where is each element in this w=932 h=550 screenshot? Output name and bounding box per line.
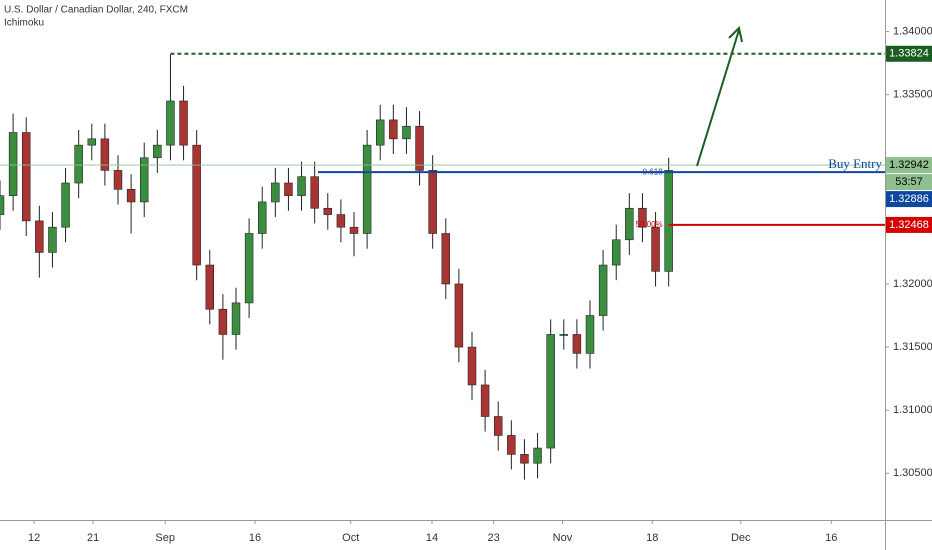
candle-body bbox=[271, 182, 280, 203]
candle-body bbox=[284, 182, 293, 196]
candle-body bbox=[74, 144, 83, 184]
candle-body bbox=[349, 226, 359, 234]
x-tick-label: 18 bbox=[646, 532, 658, 544]
candle-body bbox=[428, 170, 437, 234]
candle-body bbox=[415, 125, 424, 171]
current-price-label: 1.32942 bbox=[889, 159, 929, 171]
y-tick-label: 1.31500 bbox=[893, 341, 932, 353]
y-tick-label: 1.34000 bbox=[893, 25, 932, 37]
candle-body bbox=[323, 207, 333, 215]
current-price-box bbox=[886, 157, 932, 174]
level-label: 1.32468 bbox=[889, 219, 929, 231]
candle-body bbox=[192, 144, 201, 266]
candle-body bbox=[139, 157, 149, 203]
fib-label: 50.00% bbox=[636, 220, 663, 229]
candle-body bbox=[362, 144, 372, 234]
candle-body bbox=[310, 176, 319, 209]
candle-body bbox=[8, 132, 18, 196]
level-label: 1.32886 bbox=[889, 193, 929, 205]
candle-body bbox=[336, 214, 346, 228]
candle-body bbox=[35, 220, 44, 253]
candle-body bbox=[507, 435, 516, 455]
candle-body bbox=[389, 119, 398, 140]
x-tick-label: Nov bbox=[553, 532, 573, 544]
candle-body bbox=[48, 226, 57, 253]
candle-body bbox=[559, 334, 569, 336]
candle-body bbox=[572, 334, 582, 354]
countdown-box bbox=[886, 174, 932, 191]
candle-body bbox=[375, 119, 385, 146]
x-tick-label: 16 bbox=[825, 532, 837, 544]
candle-body bbox=[598, 264, 608, 316]
candle-body bbox=[257, 201, 267, 234]
y-tick-label: 1.32000 bbox=[893, 278, 932, 290]
arrow-head bbox=[728, 25, 743, 43]
candle-body bbox=[546, 334, 555, 449]
candle-body bbox=[0, 195, 5, 215]
candle-body bbox=[244, 233, 254, 304]
candle-body bbox=[205, 264, 215, 310]
candle-body bbox=[231, 302, 241, 335]
level-text: Buy Entry bbox=[828, 156, 882, 171]
level-box bbox=[886, 191, 932, 208]
candle-body bbox=[493, 416, 503, 436]
y-tick-label: 1.33500 bbox=[893, 89, 932, 101]
candle-body bbox=[113, 170, 123, 190]
candle-body bbox=[87, 138, 97, 146]
candle-body bbox=[611, 239, 621, 266]
candle-body bbox=[467, 346, 477, 386]
x-tick-label: 23 bbox=[488, 532, 500, 544]
candle-body bbox=[664, 170, 673, 272]
indicator-name: Ichimoku bbox=[4, 18, 44, 29]
candle-body bbox=[638, 207, 647, 228]
x-tick-label: 21 bbox=[87, 532, 99, 544]
candle-body bbox=[21, 132, 31, 222]
candle-body bbox=[297, 176, 306, 196]
fib-label: 0.618 bbox=[643, 167, 664, 176]
level-label: 1.33824 bbox=[889, 48, 929, 60]
candle-body bbox=[651, 226, 660, 272]
level-box bbox=[886, 216, 932, 233]
candle-body bbox=[218, 308, 228, 335]
arrow-shaft bbox=[696, 29, 740, 167]
countdown-label: 53:57 bbox=[895, 176, 923, 188]
candle-body bbox=[61, 182, 70, 228]
y-tick-label: 1.30500 bbox=[893, 467, 932, 479]
x-tick-label: 12 bbox=[28, 532, 40, 544]
candle-body bbox=[441, 233, 451, 285]
x-tick-label: Oct bbox=[342, 532, 359, 544]
candle-body bbox=[625, 207, 634, 241]
candle-body bbox=[520, 454, 529, 464]
x-tick-label: Sep bbox=[155, 532, 175, 544]
y-tick-label: 1.31000 bbox=[893, 404, 932, 416]
x-tick-label: 14 bbox=[426, 532, 438, 544]
candle-body bbox=[179, 100, 188, 146]
candle-body bbox=[402, 125, 411, 140]
level-box bbox=[886, 45, 932, 62]
candle-body bbox=[585, 315, 595, 354]
candle-body bbox=[454, 283, 464, 348]
candle-body bbox=[166, 100, 175, 146]
candle-body bbox=[100, 138, 110, 171]
candle-body bbox=[480, 384, 490, 417]
candle-body bbox=[126, 189, 136, 203]
target-arrow bbox=[696, 25, 743, 167]
x-tick-label: Dec bbox=[731, 532, 751, 544]
chart-title: U.S. Dollar / Canadian Dollar, 240, FXCM bbox=[4, 5, 188, 16]
candle-body bbox=[533, 447, 542, 464]
candle-body bbox=[153, 144, 162, 159]
x-tick-label: 16 bbox=[249, 532, 261, 544]
